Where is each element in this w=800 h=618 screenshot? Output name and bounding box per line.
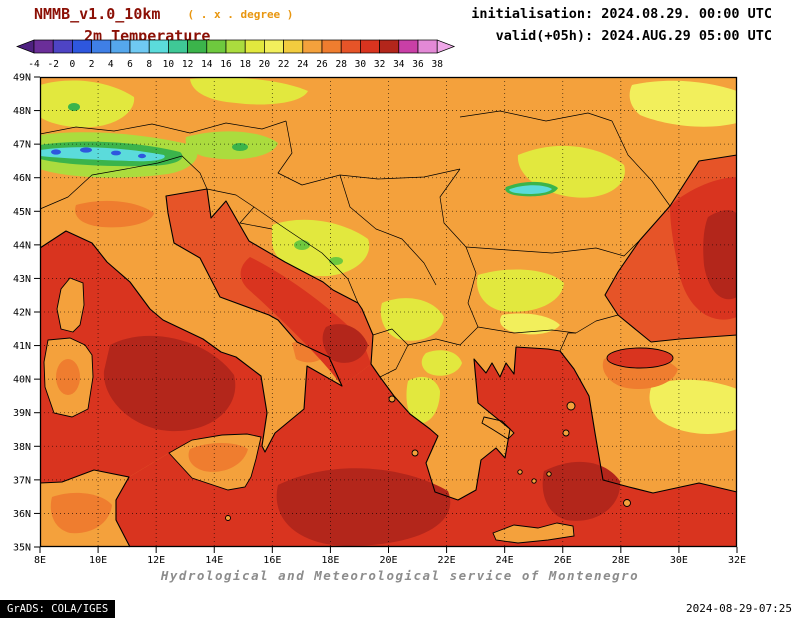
colorbar-cell (52, 39, 73, 54)
x-axis-label: 10E (89, 555, 107, 566)
sea-marmara (606, 347, 674, 369)
colorbar-cell (225, 39, 246, 54)
colorbar-cell (302, 39, 323, 54)
x-axis-label: 8E (34, 555, 46, 566)
colorbar-cell (129, 39, 150, 54)
model-resolution-note: ( . x . degree ) (187, 8, 294, 21)
axes: 49N 48N 47N 46N 45N 44N 43N 42N 41N 40N 39N 38N 37N 3… (13, 73, 746, 567)
y-axis-label: 49N (13, 73, 31, 84)
y-axis-label: 48N (13, 106, 31, 117)
model-title-line: NMMB_v1.0_10km ( . x . degree ) (34, 5, 293, 23)
service-credit: Hydrological and Meteorological service … (160, 568, 640, 583)
x-axis-label: 14E (205, 555, 223, 566)
colorbar-cell (148, 39, 169, 54)
x-axis-label: 18E (321, 555, 339, 566)
colorbar-tick-label: 12 (182, 59, 193, 70)
initialisation-time: initialisation: 2024.08.29. 00:00 UTC (471, 6, 772, 22)
colorbar-cell (168, 39, 188, 54)
colorbar-tick-label: 14 (201, 59, 213, 70)
colorbar-cell (264, 39, 284, 54)
island-crete (492, 522, 575, 544)
colorbar-tick-label: -4 (28, 59, 40, 70)
valid-time: valid(+05h): 2024.AUG.29 05:00 UTC (495, 28, 772, 44)
colorbar-cell (110, 39, 131, 54)
colorbar-tick-label: 34 (393, 59, 405, 70)
y-axis-label: 39N (13, 408, 31, 419)
colorbar-tick-label: 30 (355, 59, 367, 70)
map-frame (39, 76, 738, 548)
colorbar-below-arrow (16, 39, 35, 54)
x-axis-label: 22E (438, 555, 456, 566)
x-axis-label: 16E (263, 555, 281, 566)
colorbar-tick-label: -2 (47, 59, 58, 70)
y-axis-label: 40N (13, 375, 31, 386)
grid-lines (40, 77, 737, 547)
model-title: NMMB_v1.0_10km (34, 5, 161, 23)
colorbar-cell (33, 39, 54, 54)
colorbar: -4 -2 0 2 4 6 8 10 12 14 16 18 20 22 24 26 28 30 32 34 36 38 (16, 39, 456, 70)
colorbar-above-arrow (436, 39, 456, 54)
x-axis-label: 26E (554, 555, 572, 566)
coastlines (39, 154, 738, 548)
colorbar-cell (187, 39, 208, 54)
colorbar-tick-label: 32 (374, 59, 385, 70)
colorbar-tick-label: 16 (220, 59, 232, 70)
colorbar-tick-label: 26 (316, 59, 328, 70)
colorbar-tick-label: 4 (108, 59, 114, 70)
coast-black-sea (604, 154, 738, 343)
y-axis-label: 42N (13, 308, 31, 319)
y-axis-label: 38N (13, 442, 31, 453)
x-axis-label: 32E (728, 555, 746, 566)
colorbar-cell (206, 39, 227, 54)
colorbar-tick-label: 18 (239, 59, 251, 70)
colorbar-tick-label: 2 (89, 59, 95, 70)
colorbar-tick-label: 20 (259, 59, 271, 70)
grads-credit-badge: GrADS: COLA/IGES (0, 600, 116, 618)
temperature-map: 49N 48N 47N 46N 45N 44N 43N 42N 41N 40N 39N 38N 37N 3… (13, 73, 746, 567)
y-axis-label: 36N (13, 509, 31, 520)
colorbar-cell (379, 39, 400, 54)
colorbar-cell (283, 39, 304, 54)
y-axis-label: 47N (13, 140, 31, 151)
x-axis-label: 28E (612, 555, 630, 566)
y-axis-label: 44N (13, 240, 31, 251)
colorbar-cell (244, 39, 265, 54)
colorbar-tick-label: 6 (127, 59, 133, 70)
x-axis-label: 20E (379, 555, 397, 566)
colorbar-tick-label: 8 (146, 59, 152, 70)
colorbar-cell (91, 39, 112, 54)
colorbar-tick-label: 24 (297, 59, 309, 70)
y-axis-label: 35N (13, 543, 31, 554)
island-corsica (56, 277, 85, 333)
y-axis-label: 46N (13, 173, 31, 184)
colorbar-cell (360, 39, 380, 54)
island-patches (56, 359, 248, 472)
coast-africa (39, 469, 131, 548)
colorbar-tick-label: 28 (335, 59, 347, 70)
colorbar-tick-label: 36 (412, 59, 424, 70)
colorbar-cell (340, 39, 361, 54)
creation-timestamp: 2024-08-29-07:25 (686, 602, 792, 615)
colorbar-tick-label: 10 (163, 59, 175, 70)
colorbar-tick-label: 22 (278, 59, 289, 70)
y-axis-label: 45N (13, 207, 31, 218)
x-axis-label: 12E (147, 555, 165, 566)
x-axis-label: 24E (496, 555, 514, 566)
colorbar-cell (398, 39, 419, 54)
colorbar-tick-label: 0 (70, 59, 76, 70)
coast-italy (39, 188, 343, 453)
colorbar-cell (72, 39, 92, 54)
colorbar-cell (321, 39, 342, 54)
y-axis-label: 43N (13, 274, 31, 285)
colorbar-tick-label: 38 (431, 59, 443, 70)
sea-warm-cores (103, 210, 737, 546)
x-axis-label: 30E (670, 555, 688, 566)
y-axis-label: 41N (13, 341, 31, 352)
colorbar-cell (417, 39, 438, 54)
coast-balkans-greece-turkey (206, 188, 738, 501)
y-axis-label: 37N (13, 475, 31, 486)
country-borders (39, 110, 671, 378)
